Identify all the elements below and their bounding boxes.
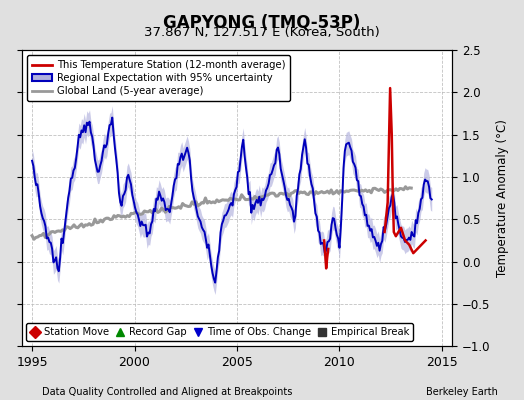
Text: Berkeley Earth: Berkeley Earth: [426, 387, 498, 397]
Text: GAPYONG (TMQ-53P): GAPYONG (TMQ-53P): [163, 14, 361, 32]
Legend: Station Move, Record Gap, Time of Obs. Change, Empirical Break: Station Move, Record Gap, Time of Obs. C…: [26, 323, 413, 341]
Text: Data Quality Controlled and Aligned at Breakpoints: Data Quality Controlled and Aligned at B…: [42, 387, 292, 397]
Text: 37.867 N, 127.517 E (Korea, South): 37.867 N, 127.517 E (Korea, South): [144, 26, 380, 39]
Y-axis label: Temperature Anomaly (°C): Temperature Anomaly (°C): [496, 119, 509, 277]
